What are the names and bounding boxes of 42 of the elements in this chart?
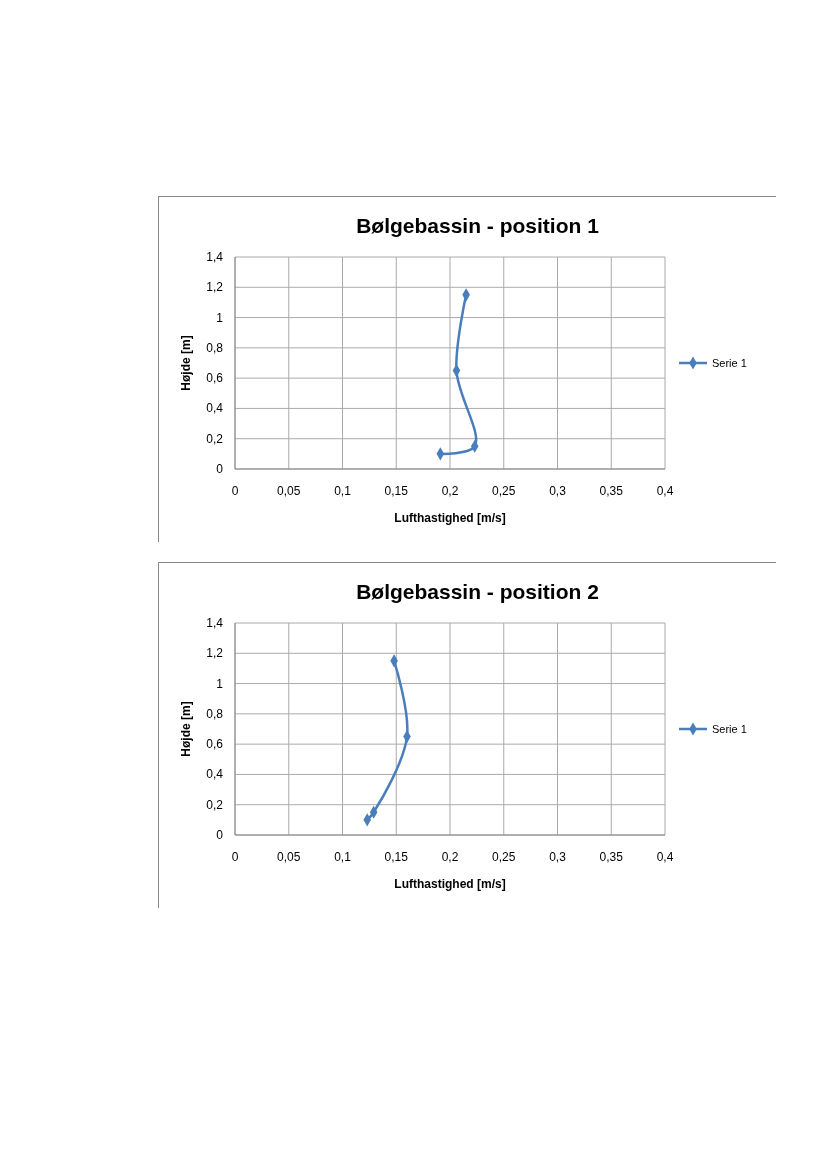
y-axis-title: Højde [m] xyxy=(179,335,193,391)
x-tick-label: 0,1 xyxy=(334,850,352,864)
x-tick-label: 0,3 xyxy=(549,484,567,498)
y-tick-label: 1,2 xyxy=(206,646,224,661)
legend-label: Serie 1 xyxy=(712,357,747,369)
y-tick-label: 0,8 xyxy=(206,340,224,355)
y-tick-label: 0,4 xyxy=(206,767,224,782)
x-tick-label: 0,3 xyxy=(549,850,567,864)
y-tick-label: 0 xyxy=(216,462,224,476)
chart-title: Bølgebassin - position 1 xyxy=(356,214,600,237)
x-tick-label: 0,35 xyxy=(599,484,624,498)
y-tick-label: 1 xyxy=(216,676,224,691)
y-tick-label: 1 xyxy=(216,310,224,325)
x-tick-label: 0,2 xyxy=(441,850,459,864)
y-tick-label: 1,2 xyxy=(206,280,224,295)
y-tick-label: 1,4 xyxy=(206,616,224,630)
x-tick-label: 0,25 xyxy=(492,484,516,498)
chart-title: Bølgebassin - position 2 xyxy=(356,580,599,603)
y-axis-title: Højde [m] xyxy=(179,701,193,757)
y-tick-label: 0,6 xyxy=(206,371,224,386)
x-tick-label: 0,4 xyxy=(656,850,674,864)
y-tick-label: 0,2 xyxy=(206,431,224,446)
x-tick-label: 0,05 xyxy=(277,484,301,498)
x-tick-label: 0,2 xyxy=(441,484,459,498)
y-tick-label: 0,4 xyxy=(206,401,224,416)
x-tick-label: 0 xyxy=(231,484,239,498)
y-tick-label: 0,2 xyxy=(206,797,224,812)
y-tick-label: 0 xyxy=(216,828,224,842)
y-tick-label: 0,8 xyxy=(206,706,224,721)
x-tick-label: 0,1 xyxy=(334,484,352,498)
x-tick-label: 0,4 xyxy=(656,484,674,498)
y-tick-label: 1,4 xyxy=(206,250,224,264)
x-axis-title: Lufthastighed [m/s] xyxy=(394,511,506,525)
y-tick-label: 0,6 xyxy=(206,737,224,752)
x-tick-label: 0,05 xyxy=(277,850,301,864)
x-tick-label: 0,15 xyxy=(384,484,409,498)
x-tick-label: 0,35 xyxy=(599,850,624,864)
x-tick-label: 0 xyxy=(231,850,239,864)
legend-label: Serie 1 xyxy=(712,723,747,735)
x-tick-label: 0,25 xyxy=(492,850,516,864)
x-tick-label: 0,15 xyxy=(384,850,409,864)
x-axis-title: Lufthastighed [m/s] xyxy=(394,877,506,891)
